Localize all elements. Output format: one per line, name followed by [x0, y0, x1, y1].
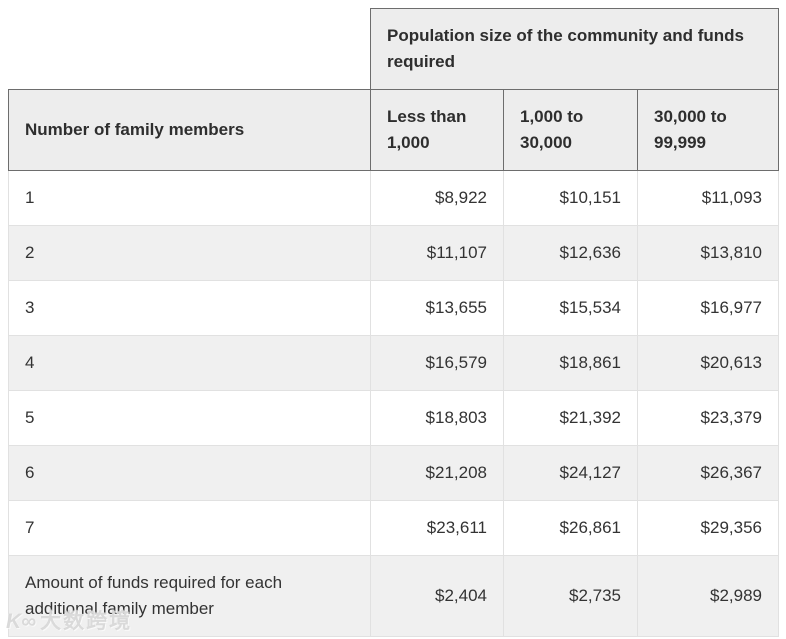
group-header-cell: Population size of the community and fun… — [370, 8, 779, 90]
value-cell: $23,379 — [637, 390, 779, 446]
value-cell: $21,208 — [370, 445, 504, 501]
table-row: 1 $8,922 $10,151 $11,093 — [8, 170, 779, 226]
group-header-row: Population size of the community and fun… — [8, 8, 779, 90]
row-label-cell: 2 — [8, 225, 371, 281]
row-label-cell: 3 — [8, 280, 371, 336]
value-cell: $23,611 — [370, 500, 504, 556]
watermark: K∞ 大数跨境 — [6, 605, 132, 635]
table-row: 3 $13,655 $15,534 $16,977 — [8, 280, 779, 336]
table-row: 4 $16,579 $18,861 $20,613 — [8, 335, 779, 391]
value-cell: $26,367 — [637, 445, 779, 501]
value-cell: $12,636 — [503, 225, 638, 281]
value-cell: $2,735 — [503, 555, 638, 637]
funds-table: Population size of the community and fun… — [8, 8, 779, 637]
value-cell: $24,127 — [503, 445, 638, 501]
row-label-cell: 1 — [8, 170, 371, 226]
value-cell: $15,534 — [503, 280, 638, 336]
value-cell: $26,861 — [503, 500, 638, 556]
value-cell: $16,579 — [370, 335, 504, 391]
value-cell: $13,810 — [637, 225, 779, 281]
value-cell: $18,803 — [370, 390, 504, 446]
table-row-additional-member: Amount of funds required for each additi… — [8, 555, 779, 637]
row-label-cell: Amount of funds required for each additi… — [8, 555, 371, 637]
watermark-text: 大数跨境 — [40, 610, 133, 633]
value-cell: $8,922 — [370, 170, 504, 226]
watermark-logo-icon: K∞ — [6, 610, 37, 633]
row-label-cell: 7 — [8, 500, 371, 556]
value-cell: $11,107 — [370, 225, 504, 281]
value-cell: $16,977 — [637, 280, 779, 336]
row-label-cell: 5 — [8, 390, 371, 446]
column-header-30000-to-99999: 30,000 to 99,999 — [637, 89, 779, 171]
table-row: 5 $18,803 $21,392 $23,379 — [8, 390, 779, 446]
table-row: 7 $23,611 $26,861 $29,356 — [8, 500, 779, 556]
value-cell: $2,404 — [370, 555, 504, 637]
column-header-1000-to-30000: 1,000 to 30,000 — [503, 89, 638, 171]
table-row: 6 $21,208 $24,127 $26,367 — [8, 445, 779, 501]
value-cell: $20,613 — [637, 335, 779, 391]
row-label-cell: 4 — [8, 335, 371, 391]
table-row: 2 $11,107 $12,636 $13,810 — [8, 225, 779, 281]
value-cell: $29,356 — [637, 500, 779, 556]
row-label-cell: 6 — [8, 445, 371, 501]
corner-blank-cell — [8, 8, 371, 90]
value-cell: $18,861 — [503, 335, 638, 391]
value-cell: $21,392 — [503, 390, 638, 446]
value-cell: $2,989 — [637, 555, 779, 637]
column-header-less-than-1000: Less than 1,000 — [370, 89, 504, 171]
column-header-row: Number of family members Less than 1,000… — [8, 89, 779, 171]
value-cell: $13,655 — [370, 280, 504, 336]
column-header-family-members: Number of family members — [8, 89, 371, 171]
value-cell: $10,151 — [503, 170, 638, 226]
value-cell: $11,093 — [637, 170, 779, 226]
